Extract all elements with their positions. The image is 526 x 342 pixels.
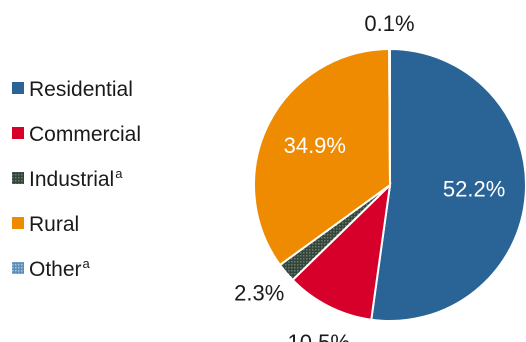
legend-label-rural: Rural [29,213,79,236]
pie-slice-rural [253,47,392,267]
legend-label-industrial: Industrial [29,168,114,191]
data-label-other: 0.1% [364,11,414,36]
legend-label-other: Other [29,258,82,281]
pie-slice-commercial [291,182,392,321]
data-label-commercial: 10.5% [288,330,350,342]
legend-swatch-commercial [12,127,24,139]
legend-footnote-other: a [83,256,91,271]
legend-swatch-rural [12,217,24,229]
data-labels: 52.2% 10.5% 2.3% 34.9% 0.1% [234,11,505,342]
legend-label-residential: Residential [29,78,133,101]
data-label-residential: 52.2% [443,177,505,202]
legend-swatch-residential [12,82,24,94]
legend-swatch-other [12,262,24,274]
data-label-rural: 34.9% [284,133,346,158]
legend-swatch-industrial [12,172,24,184]
data-label-industrial: 2.3% [234,281,284,306]
pie-slice-other [388,47,391,186]
legend-footnote-industrial: a [115,166,123,181]
legend-label-commercial: Commercial [29,123,141,146]
pie-slices [253,47,526,322]
